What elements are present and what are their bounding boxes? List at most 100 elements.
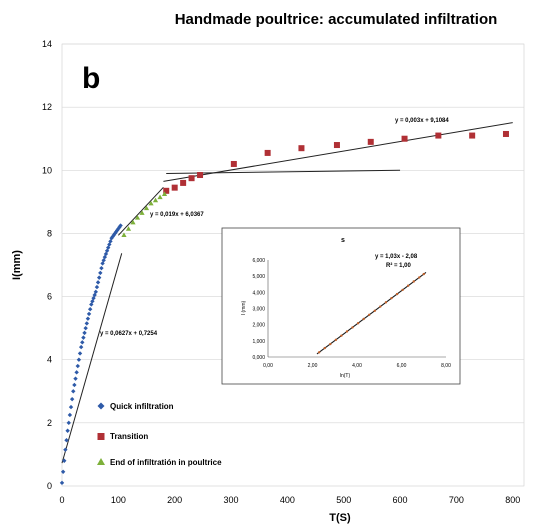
inset-data-point xyxy=(356,322,360,325)
data-point-transition xyxy=(264,149,271,156)
legend-marker-end xyxy=(97,458,105,465)
inset-data-point xyxy=(401,288,404,292)
legend-marker-transition xyxy=(97,433,105,440)
data-point-quick xyxy=(69,396,75,402)
data-point-end xyxy=(125,226,132,231)
data-point-quick xyxy=(60,469,66,474)
data-point-quick xyxy=(83,325,88,331)
inset-data-point xyxy=(418,276,421,279)
data-point-quick xyxy=(111,232,117,238)
data-point-transition xyxy=(188,175,195,182)
data-point-quick xyxy=(106,245,111,250)
inset-frame xyxy=(221,227,461,385)
inset-y-tick-label: 2,000 xyxy=(252,323,265,329)
y-tick-label: 14 xyxy=(42,39,52,49)
trend-label-quick: y = 0,0627x + 0,7254 xyxy=(100,331,158,337)
data-point-quick xyxy=(93,289,99,295)
data-point-end xyxy=(161,191,168,196)
inset-data-point xyxy=(362,317,365,321)
legend-label-end: End of infiltratión in poultrice xyxy=(110,458,222,467)
inset-r2: R² = 1,00 xyxy=(386,262,412,269)
y-tick-label: 10 xyxy=(42,165,52,175)
data-point-quick xyxy=(71,389,76,394)
inset-x-tick-label: 6,00 xyxy=(397,363,407,369)
inset-equation: y = 1,03x - 2,08 xyxy=(375,254,418,260)
y-axis-ticks: 0 2 4 6 8 10 12 14 xyxy=(42,39,52,491)
inset-data-point xyxy=(373,309,376,312)
data-point-transition xyxy=(163,187,170,194)
data-points xyxy=(59,130,509,486)
legend-label-transition: Transition xyxy=(110,432,148,441)
inset-data-point xyxy=(406,284,410,287)
inset-data-point xyxy=(329,342,332,346)
data-point-quick xyxy=(73,376,78,381)
inset-x-tick-label: 8,00 xyxy=(441,363,451,369)
data-point-end xyxy=(148,200,154,206)
data-point-quick xyxy=(72,382,77,388)
data-point-quick xyxy=(96,275,102,280)
data-point-transition xyxy=(298,145,305,152)
inset-x-label: ln(T) xyxy=(340,373,351,379)
x-tick-label: 300 xyxy=(224,495,239,505)
data-point-quick xyxy=(66,420,71,426)
data-point-quick xyxy=(80,340,85,345)
inset-chart: s y = 1,03x - 2,08 R² = 1,00 I (mm) ln(T… xyxy=(221,227,461,385)
data-point-end xyxy=(130,219,136,225)
data-point-transition xyxy=(171,184,178,191)
inset-data-point xyxy=(323,346,326,350)
chart-title: Handmade poultrice: accumulated infiltra… xyxy=(175,11,498,28)
data-point-quick xyxy=(98,270,103,276)
inset-data-point xyxy=(351,326,354,329)
y-axis-label: I(mm) xyxy=(11,250,23,280)
x-tick-label: 600 xyxy=(393,495,408,505)
data-point-transition xyxy=(197,172,204,179)
inset-data-point xyxy=(390,296,393,300)
inset-title: s xyxy=(341,237,345,244)
data-point-quick xyxy=(95,280,101,285)
data-point-quick xyxy=(102,254,108,260)
x-tick-label: 800 xyxy=(505,495,520,505)
data-point-end xyxy=(152,197,159,203)
data-point-transition xyxy=(230,160,237,167)
legend: Quick infiltration Transition End of inf… xyxy=(97,402,222,467)
x-axis-ticks: 0 100 200 300 400 500 600 700 800 xyxy=(59,495,520,505)
trendline xyxy=(166,169,401,174)
data-point-end xyxy=(143,205,150,211)
data-point-quick xyxy=(68,404,74,410)
y-tick-label: 8 xyxy=(47,228,52,238)
legend-label-quick: Quick infiltration xyxy=(110,402,174,411)
trendlines xyxy=(61,122,513,464)
data-point-quick xyxy=(81,335,86,340)
data-point-quick xyxy=(64,438,69,443)
inset-data-point xyxy=(422,272,425,276)
inset-data-point xyxy=(368,313,371,317)
legend-marker-quick xyxy=(97,402,105,410)
data-point-quick xyxy=(76,357,82,362)
x-tick-label: 700 xyxy=(449,495,464,505)
trendline xyxy=(61,253,123,464)
data-point-transition xyxy=(469,132,476,139)
x-tick-label: 400 xyxy=(280,495,295,505)
data-point-quick xyxy=(84,321,89,326)
data-point-quick xyxy=(78,344,84,350)
data-point-transition xyxy=(435,132,442,139)
trendline xyxy=(163,122,513,182)
inset-data-point xyxy=(334,338,338,342)
x-tick-label: 100 xyxy=(111,495,126,505)
inset-y-tick-label: 1,000 xyxy=(252,339,265,345)
y-tick-label: 4 xyxy=(47,355,52,365)
inset-y-tick-label: 4,000 xyxy=(252,290,265,296)
inset-data-point xyxy=(317,351,321,354)
inset-x-tick-label: 0,00 xyxy=(263,363,273,369)
x-tick-label: 0 xyxy=(59,495,64,505)
data-point-quick xyxy=(87,307,93,312)
inset-axes: 0,000 1,000 2,000 3,000 4,000 5,000 6,000 0,00 2… xyxy=(252,258,451,369)
inset-y-tick-label: 6,000 xyxy=(252,258,265,264)
y-tick-label: 0 xyxy=(47,481,52,491)
y-tick-label: 6 xyxy=(47,292,52,302)
data-point-quick xyxy=(67,412,73,418)
inset-data-point xyxy=(379,305,382,308)
inset-data-point xyxy=(340,334,343,337)
data-point-quick xyxy=(117,224,122,230)
